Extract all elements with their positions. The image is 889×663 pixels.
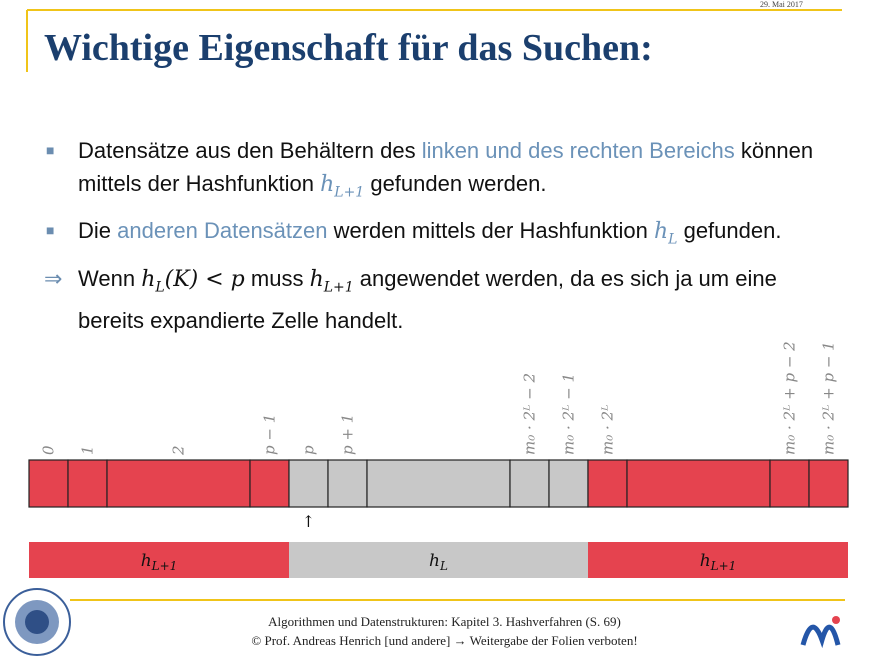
cell-label: p: [300, 445, 318, 455]
math-base: h: [654, 219, 669, 245]
math-sub: L: [668, 231, 678, 248]
cell-label: m₀ · 2ᴸ − 1: [560, 373, 578, 455]
bullet-marker: ⇒: [44, 265, 63, 291]
cell: [67, 459, 108, 508]
range-label: hL+1: [700, 551, 737, 573]
text: Wenn: [78, 265, 142, 291]
cell-label: 1: [79, 445, 97, 455]
math-base: h: [700, 551, 711, 571]
text: gefunden.: [677, 218, 782, 244]
math-sub: L: [155, 279, 165, 296]
math-base: h: [309, 266, 324, 292]
bullet-marker: ■: [46, 222, 55, 239]
cell-label: m₀ · 2ᴸ: [599, 405, 617, 455]
cell: [548, 459, 589, 508]
range-label: hL+1: [141, 551, 178, 573]
cell: [249, 459, 290, 508]
math-base: h: [320, 172, 335, 197]
bullet-item: ■ Die anderen Datensätzen werden mittels …: [44, 214, 844, 256]
footer-line: Algorithmen und Datenstrukturen: Kapitel…: [268, 614, 621, 629]
footer: Algorithmen und Datenstrukturen: Kapitel…: [0, 612, 889, 650]
math-sub: L+1: [151, 559, 178, 573]
bullet-item: ⇒ Wenn hL(K) < p muss hL+1 angewendet wer…: [44, 262, 844, 337]
math-rest: (K) < p: [164, 266, 245, 292]
range-bar: [588, 542, 848, 578]
bullet-marker: ■: [46, 142, 55, 158]
text: gefunden werden.: [364, 171, 547, 196]
math-base: h: [429, 551, 440, 571]
math: hL+1: [309, 266, 354, 296]
date: 29. Mai 2017: [760, 0, 803, 9]
cell: [366, 459, 511, 508]
bullet-list: ■ Datensätze aus den Behältern des linken…: [44, 134, 844, 342]
text: muss: [244, 265, 310, 291]
footer-line: © Prof. Andreas Henrich [und andere] → W…: [251, 633, 638, 648]
cell-label: p − 1: [261, 414, 279, 455]
text: können mittels der Hashfunktion: [78, 138, 814, 196]
cell-label: 0: [40, 445, 58, 455]
math-base: h: [141, 266, 156, 292]
math-base: h: [141, 551, 152, 571]
cell: [288, 459, 329, 508]
highlight-text: linken und des rechten Bereichs: [421, 138, 735, 163]
highlight-text: anderen Datensätzen: [117, 218, 328, 244]
cell: [509, 459, 550, 508]
logo: [800, 616, 841, 649]
math-sub: L: [439, 559, 448, 573]
diagram: 0 1 2 p − 1 p ↑ p + 1 m₀ · 2ᴸ − 2 m₀ · 2ᴸ − 1 m₀ …: [28, 341, 849, 578]
range-bar: [29, 542, 289, 578]
math: hL: [654, 219, 677, 247]
text: Datensätze aus den Behältern des: [78, 138, 422, 163]
cell-label: m₀ · 2ᴸ + p − 2: [781, 341, 799, 455]
math-sub: L+1: [323, 279, 354, 296]
cell: [769, 459, 810, 508]
cell: [808, 459, 849, 508]
cell-label: p + 1: [339, 414, 357, 455]
university-seal: [3, 588, 71, 656]
cell-label: m₀ · 2ᴸ + p − 1: [820, 341, 838, 455]
math-sub: L+1: [710, 559, 737, 573]
range-bar: [289, 542, 588, 578]
cell: [327, 459, 368, 508]
range-label: hL: [429, 551, 448, 573]
cell-label: m₀ · 2ᴸ − 2: [521, 373, 539, 455]
bullet-item: ■ Datensätze aus den Behältern des linken…: [44, 134, 844, 209]
math: hL(K) < p: [141, 266, 245, 296]
text: Die: [78, 218, 118, 244]
cell-label: 2: [170, 445, 188, 456]
text: angewendet werden, da es sich ja um eine…: [78, 265, 777, 334]
math: hL+1: [320, 172, 365, 201]
cell: [106, 459, 251, 508]
math-sub: L+1: [334, 184, 365, 201]
cell: [626, 459, 771, 508]
slide-title: Wichtige Eigenschaft für das Suchen:: [44, 27, 653, 69]
cell: [28, 459, 69, 508]
text: werden mittels der Hashfunktion: [327, 218, 654, 244]
pointer: ↑: [302, 512, 315, 531]
cell: [587, 459, 628, 508]
